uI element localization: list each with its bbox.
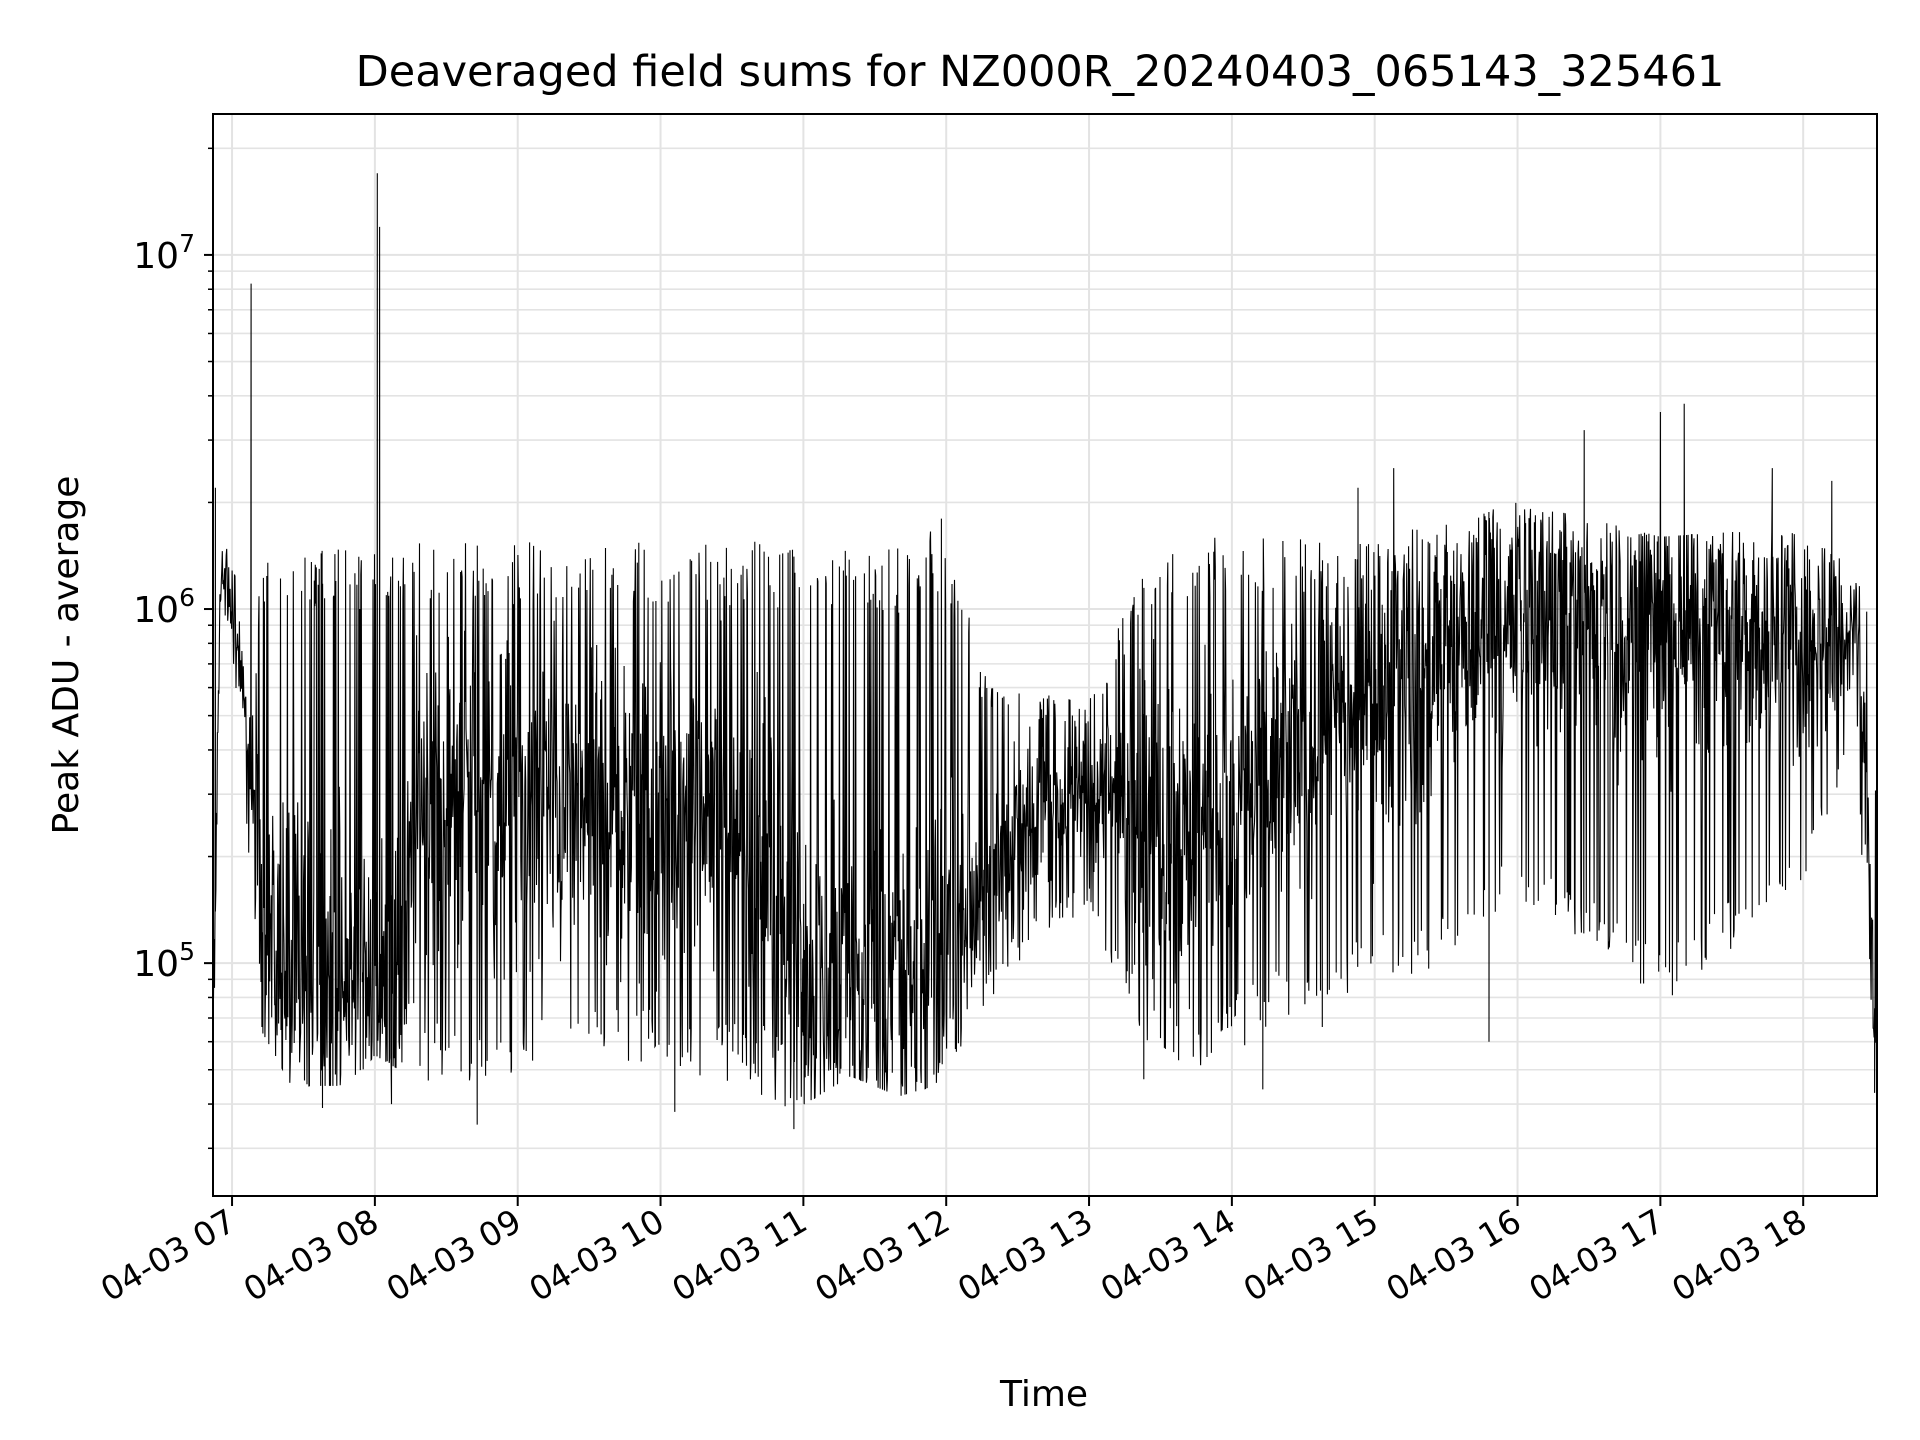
x-tick-label: 04-03 14	[1094, 1201, 1242, 1309]
x-axis-label: Time	[999, 1374, 1088, 1415]
y-axis: 105 106 107	[133, 147, 213, 1150]
y-axis-label: Peak ADU - average	[46, 476, 87, 835]
x-tick-label: 04-03 08	[237, 1201, 385, 1309]
y-tick-label: 106	[133, 583, 195, 631]
x-tick-label: 04-03 17	[1522, 1201, 1670, 1309]
x-tick-label: 04-03 18	[1665, 1201, 1813, 1309]
data-layer	[212, 173, 1878, 1130]
x-tick-label: 04-03 10	[523, 1201, 671, 1309]
grid	[213, 114, 1877, 1196]
x-tick-label: 04-03 07	[94, 1201, 242, 1309]
series-line	[212, 173, 1878, 1130]
x-tick-label: 04-03 13	[951, 1201, 1099, 1309]
y-tick-label: 107	[133, 229, 195, 277]
x-tick-label: 04-03 11	[665, 1201, 813, 1309]
x-tick-label: 04-03 16	[1380, 1201, 1528, 1309]
x-tick-label: 04-03 09	[380, 1201, 528, 1309]
y-tick-label: 105	[133, 937, 195, 985]
x-tick-label: 04-03 15	[1237, 1201, 1385, 1309]
x-tick-label: 04-03 12	[808, 1201, 956, 1309]
plot-frame	[212, 113, 1878, 1197]
chart-title: Deaveraged field sums for NZ000R_2024040…	[356, 47, 1725, 97]
